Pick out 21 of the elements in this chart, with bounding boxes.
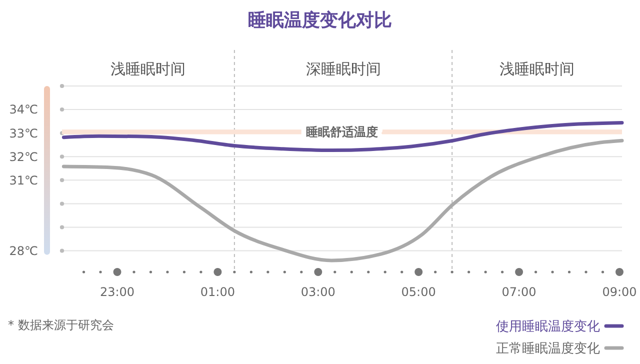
x-tick-label: 07:00 — [502, 285, 536, 299]
line-series — [62, 120, 624, 152]
text: * 数据来源于研究会 — [8, 318, 114, 332]
x-tick-label: 09:00 — [602, 285, 637, 299]
text: 浅睡眠时间 — [500, 60, 575, 78]
legend-label: 正常睡眠温度变化 — [496, 340, 600, 357]
y-tick-label: 33℃ — [9, 126, 38, 140]
legend-label: 使用睡眠温度变化 — [496, 318, 600, 335]
chart-title: 睡眠温度变化对比 — [248, 10, 392, 31]
text: 浅睡眠时间 — [110, 60, 186, 78]
x-tick-label: 23:00 — [100, 285, 135, 299]
y-tick-label: 28℃ — [9, 244, 38, 258]
x-tick-label: 03:00 — [300, 285, 336, 299]
y-tick-label: 32℃ — [9, 150, 38, 164]
y-tick-label: 31℃ — [9, 173, 38, 188]
band-label: 睡眠舒适温度 — [306, 125, 378, 140]
text: 深睡眠时间 — [306, 60, 381, 78]
y-tick-label: 34℃ — [9, 102, 38, 117]
x-tick-label: 05:00 — [401, 285, 436, 299]
x-tick-label: 01:00 — [200, 285, 235, 299]
line-series — [62, 138, 624, 262]
